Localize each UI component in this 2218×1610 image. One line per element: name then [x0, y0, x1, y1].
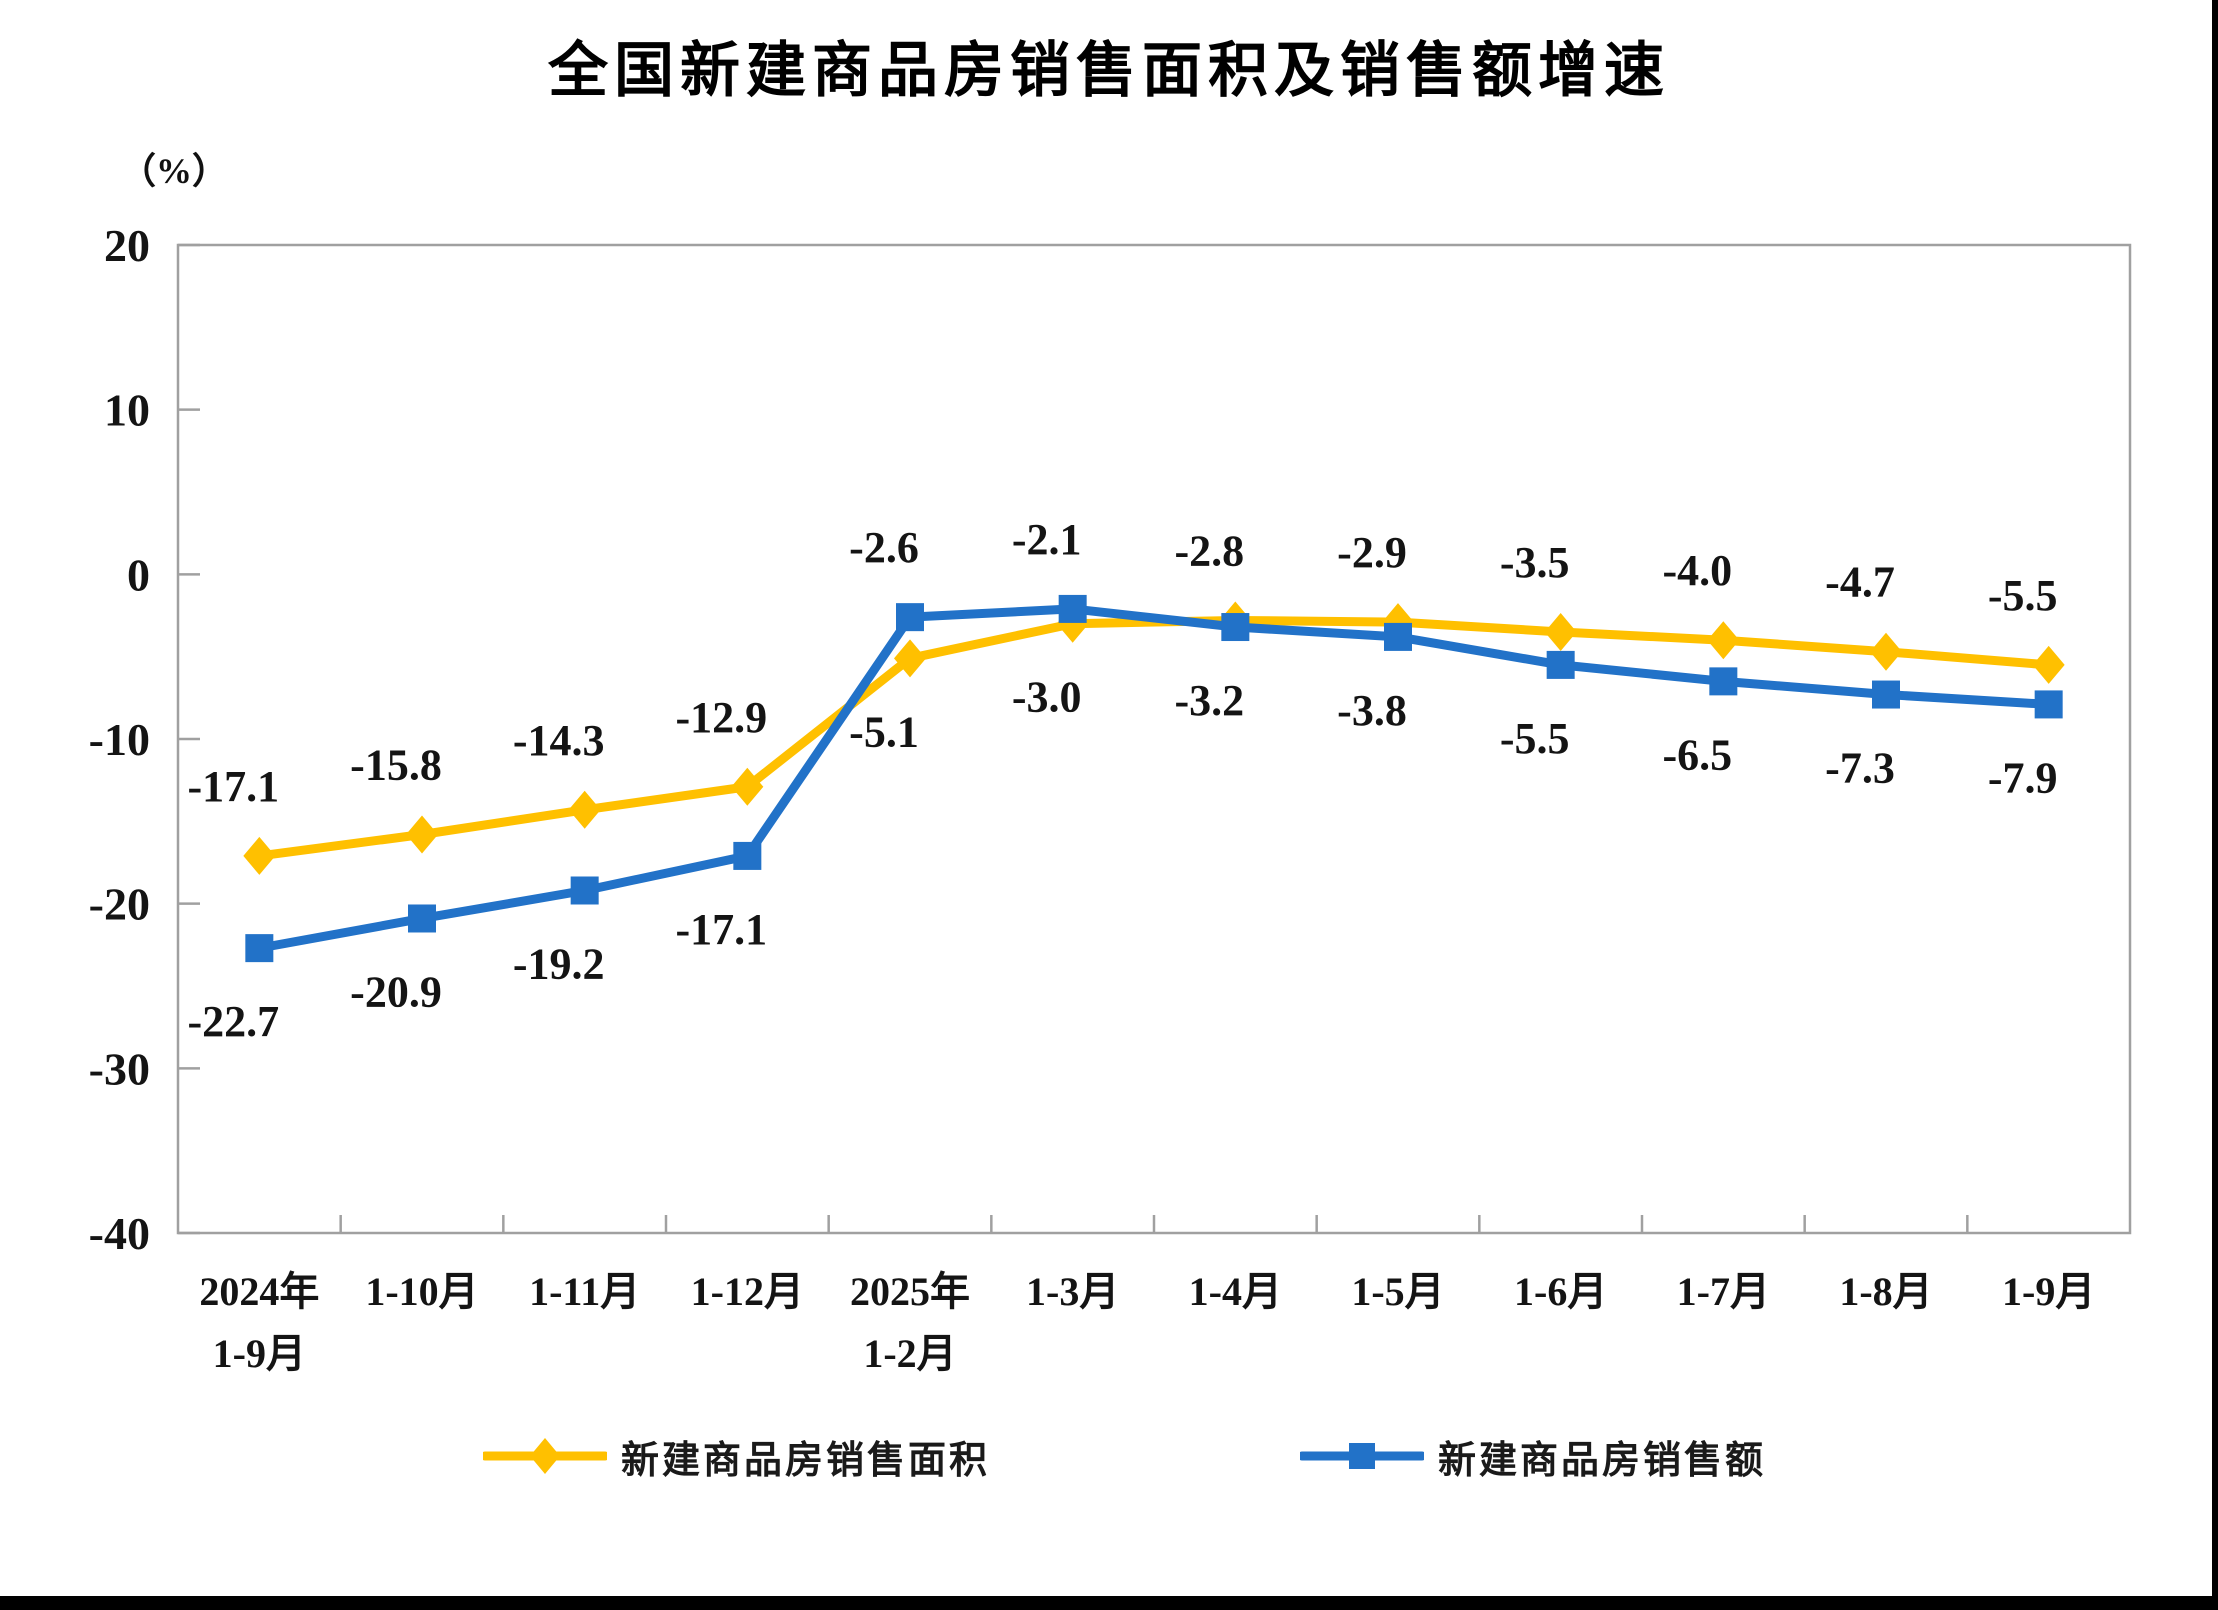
data-label: -3.8 — [1337, 686, 1407, 735]
chart-legend: 新建商品房销售面积 新建商品房销售额 — [0, 1428, 2218, 1484]
bottom-frame-bar — [0, 1596, 2218, 1610]
data-label: -2.9 — [1337, 528, 1407, 577]
y-axis-tick-label: -40 — [89, 1208, 150, 1259]
data-label: -17.1 — [676, 905, 768, 954]
data-label: -17.1 — [188, 762, 280, 811]
data-label: -5.5 — [1988, 571, 2058, 620]
y-axis-tick-label: 0 — [127, 549, 150, 600]
y-axis-tick-label: -30 — [89, 1043, 150, 1094]
data-point-marker-square — [1872, 680, 1900, 709]
data-label: -6.5 — [1663, 730, 1733, 779]
y-axis-tick-label: -20 — [89, 879, 150, 930]
data-label: -5.5 — [1500, 714, 1570, 763]
x-axis-category-label: 1-11月 — [529, 1269, 640, 1314]
data-point-marker-diamond — [1707, 621, 1740, 660]
y-axis-tick-label: -10 — [89, 714, 150, 765]
x-axis-category-label: 1-10月 — [365, 1269, 478, 1314]
legend-marker-square — [1300, 1443, 1424, 1469]
data-label: -7.3 — [1825, 744, 1895, 793]
data-point-marker-diamond — [731, 767, 764, 806]
data-point-marker-square — [1221, 613, 1250, 642]
legend-label-1: 新建商品房销售额 — [1438, 1439, 1767, 1482]
data-point-marker-square — [570, 876, 599, 905]
x-axis-category-label: 1-6月 — [1514, 1269, 1607, 1314]
x-axis-category-label: 1-5月 — [1351, 1269, 1444, 1314]
x-axis-category-label: 1-2月 — [863, 1331, 956, 1376]
data-label: -2.6 — [849, 523, 919, 572]
plot-frame — [176, 243, 2132, 1235]
data-point-marker-diamond — [406, 815, 438, 854]
data-label: -4.7 — [1825, 558, 1895, 607]
data-label: -4.0 — [1663, 546, 1733, 595]
data-point-marker-square — [1709, 667, 1738, 696]
data-point-marker-diamond — [2032, 645, 2065, 684]
data-label: -12.9 — [676, 693, 768, 742]
data-label: -15.8 — [350, 741, 442, 790]
legend-marker-diamond — [483, 1438, 607, 1474]
data-point-marker-diamond — [894, 639, 926, 678]
legend-label-0: 新建商品房销售面积 — [621, 1439, 991, 1482]
data-label: -7.9 — [1988, 753, 2058, 802]
x-axis-category-label: 1-8月 — [1839, 1269, 1932, 1314]
legend-diamond-icon — [530, 1438, 560, 1474]
data-label: -3.5 — [1500, 538, 1570, 587]
x-axis-category-label: 1-9月 — [2002, 1269, 2095, 1314]
data-label: -3.0 — [1012, 673, 1082, 722]
data-point-marker-square — [733, 841, 762, 870]
legend-square-icon — [1349, 1443, 1375, 1469]
x-axis-category-label: 1-9月 — [213, 1331, 306, 1376]
data-label: -14.3 — [513, 716, 605, 765]
data-label: -3.2 — [1175, 676, 1245, 725]
x-axis-category-label: 1-3月 — [1026, 1269, 1119, 1314]
data-point-marker-square — [2034, 690, 2063, 719]
data-label: -20.9 — [350, 967, 442, 1016]
y-axis-unit-label: （%） — [120, 151, 229, 191]
data-label: -22.7 — [188, 997, 280, 1046]
data-point-marker-diamond — [243, 836, 276, 875]
x-axis-category-label: 2024年 — [199, 1269, 319, 1314]
data-label: -2.8 — [1175, 526, 1245, 575]
x-axis-category-label: 1-4月 — [1189, 1269, 1282, 1314]
data-point-marker-diamond — [1544, 612, 1577, 651]
data-point-marker-square — [245, 934, 274, 963]
data-point-marker-diamond — [568, 790, 601, 829]
series-line-1 — [254, 604, 2054, 953]
y-axis-tick-label: 10 — [104, 385, 150, 436]
y-axis-tick-label: 20 — [104, 220, 150, 271]
x-axis-category-label: 1-7月 — [1677, 1269, 1770, 1314]
data-point-marker-square — [1546, 650, 1575, 679]
data-label: -2.1 — [1012, 515, 1082, 564]
data-label: -5.1 — [849, 707, 919, 756]
data-point-marker-diamond — [1870, 632, 1902, 671]
data-point-marker-square — [1058, 594, 1087, 623]
data-point-marker-square — [896, 603, 924, 632]
x-axis-category-label: 2025年 — [850, 1269, 970, 1314]
x-axis-category-label: 1-12月 — [691, 1269, 804, 1314]
data-label: -19.2 — [513, 939, 605, 988]
chart-title: 全国新建商品房销售面积及销售额增速 — [548, 37, 1670, 104]
right-frame-bar — [2212, 0, 2218, 1596]
data-point-marker-square — [408, 904, 436, 933]
data-point-marker-square — [1384, 622, 1412, 651]
legend-item-0: 新建商品房销售面积 — [483, 1428, 990, 1484]
legend-item-1: 新建商品房销售额 — [1300, 1428, 1766, 1484]
